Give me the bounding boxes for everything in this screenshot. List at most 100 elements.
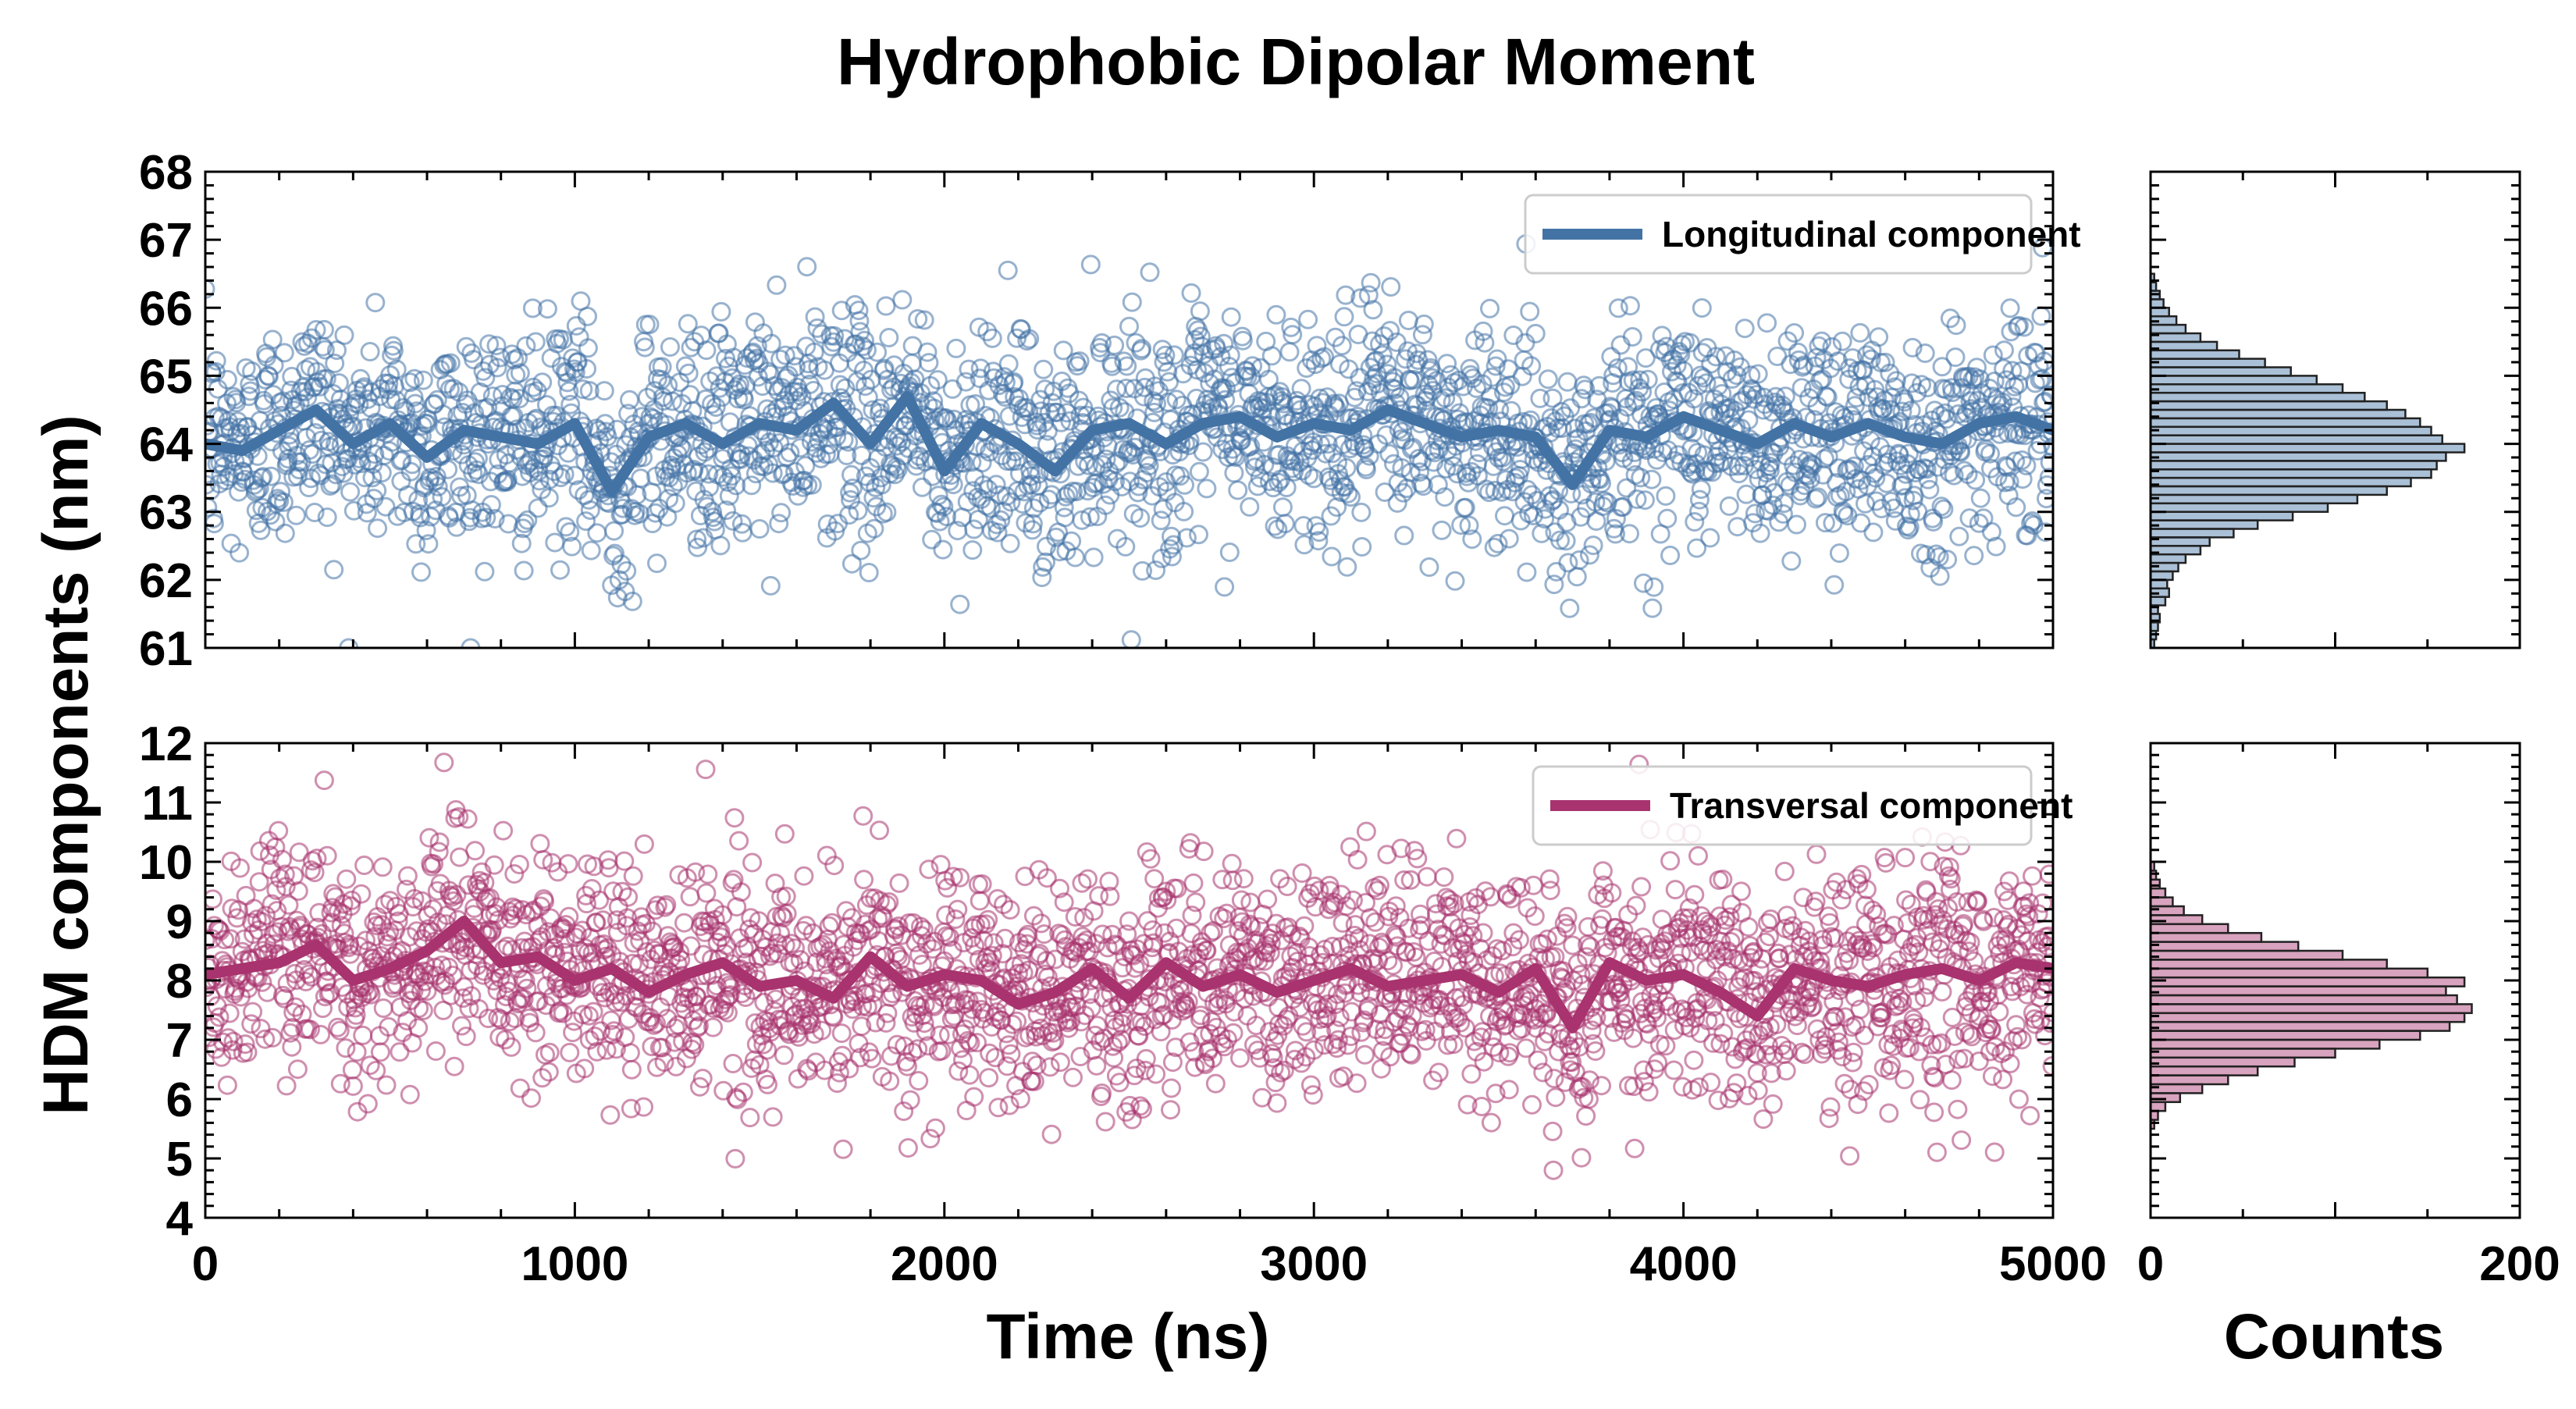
raw-point xyxy=(557,518,575,535)
raw-point xyxy=(1776,863,1793,880)
raw-point xyxy=(1385,957,1402,974)
raw-point xyxy=(338,870,355,888)
raw-point xyxy=(1268,1094,1286,1112)
raw-point xyxy=(1051,1054,1069,1071)
histogram-bar xyxy=(2151,325,2186,333)
histogram-bar xyxy=(2151,503,2328,512)
y-tick-label: 65 xyxy=(139,350,193,404)
raw-point xyxy=(582,542,600,559)
y-tick-label: 68 xyxy=(139,146,193,200)
raw-point xyxy=(1123,294,1140,311)
raw-point xyxy=(860,564,877,582)
histogram-bar xyxy=(2151,350,2240,359)
raw-point xyxy=(495,822,512,839)
raw-point xyxy=(377,498,394,515)
raw-point xyxy=(744,854,761,871)
raw-point xyxy=(1281,343,1298,361)
y-tick-label: 63 xyxy=(139,486,193,540)
raw-point xyxy=(1274,499,1291,516)
raw-point xyxy=(527,333,544,350)
histogram-bar xyxy=(2151,453,2446,461)
raw-point xyxy=(1024,1053,1041,1070)
raw-point xyxy=(1585,537,1602,554)
raw-point xyxy=(948,340,965,357)
raw-point xyxy=(579,308,596,325)
raw-point xyxy=(391,1044,408,1061)
raw-point xyxy=(1364,301,1382,318)
raw-point xyxy=(378,1076,395,1094)
raw-point xyxy=(1088,1057,1105,1074)
raw-point xyxy=(776,825,793,842)
raw-point xyxy=(1640,1083,1657,1101)
raw-point xyxy=(795,867,813,884)
raw-point xyxy=(219,1076,236,1094)
raw-point xyxy=(964,542,981,559)
raw-point xyxy=(1720,497,1738,514)
raw-point xyxy=(662,339,679,356)
raw-point xyxy=(1448,830,1465,847)
raw-point xyxy=(727,1150,744,1167)
raw-point xyxy=(606,522,623,539)
raw-point xyxy=(1545,1162,1562,1179)
raw-point xyxy=(1263,347,1280,365)
raw-point xyxy=(1476,334,1493,351)
raw-point xyxy=(436,754,453,771)
raw-point xyxy=(1235,870,1252,888)
raw-point xyxy=(825,1009,842,1026)
histogram-bar xyxy=(2151,469,2432,478)
raw-point xyxy=(751,521,768,538)
raw-point xyxy=(1221,544,1238,561)
raw-point xyxy=(869,343,886,361)
histogram-bar xyxy=(2151,554,2186,563)
raw-point xyxy=(1300,311,1317,328)
raw-point xyxy=(1947,349,1964,366)
raw-point xyxy=(1190,463,1208,480)
raw-point xyxy=(1482,1114,1500,1131)
raw-point xyxy=(276,344,293,361)
histogram-bar xyxy=(2151,495,2357,503)
raw-point xyxy=(1190,526,1208,543)
raw-point xyxy=(1073,874,1091,891)
raw-point xyxy=(623,1061,640,1078)
raw-point xyxy=(987,1049,1004,1066)
raw-point xyxy=(467,842,484,859)
raw-point xyxy=(1323,548,1340,565)
raw-point xyxy=(205,891,222,908)
raw-point xyxy=(1396,527,1413,544)
raw-point xyxy=(1571,552,1588,569)
raw-point xyxy=(1482,300,1499,317)
raw-point xyxy=(1381,445,1398,462)
raw-point xyxy=(1665,1062,1682,1079)
raw-point xyxy=(1080,870,1097,888)
histogram-bar xyxy=(2151,375,2317,384)
raw-point xyxy=(1342,838,1359,856)
raw-point xyxy=(698,884,715,902)
raw-point xyxy=(374,859,391,876)
raw-point xyxy=(877,297,895,315)
histogram-bar xyxy=(2151,461,2437,469)
raw-point xyxy=(1121,913,1138,930)
hist-x-axis-label: Counts xyxy=(2224,1301,2444,1372)
raw-point xyxy=(1191,303,1208,320)
histogram-bar xyxy=(2151,537,2210,546)
raw-point xyxy=(698,342,715,359)
raw-point xyxy=(343,1061,361,1078)
histogram-bar xyxy=(2151,580,2167,589)
raw-point xyxy=(1966,547,1983,564)
raw-point xyxy=(971,892,988,909)
raw-point xyxy=(934,541,952,558)
raw-point xyxy=(1152,512,1169,529)
raw-point xyxy=(511,1080,528,1097)
raw-point xyxy=(1759,315,1776,332)
raw-point xyxy=(1788,516,1806,533)
histogram-bar xyxy=(2151,299,2164,308)
raw-point xyxy=(1972,489,1989,507)
raw-point xyxy=(1418,868,1436,885)
y-tick-label: 64 xyxy=(139,418,193,472)
raw-point xyxy=(1635,575,1653,592)
raw-point xyxy=(1524,1096,1541,1113)
histogram-bar xyxy=(2151,571,2172,580)
raw-point xyxy=(1649,1054,1667,1071)
histogram-bar xyxy=(2151,342,2217,350)
raw-point xyxy=(1621,297,1638,315)
